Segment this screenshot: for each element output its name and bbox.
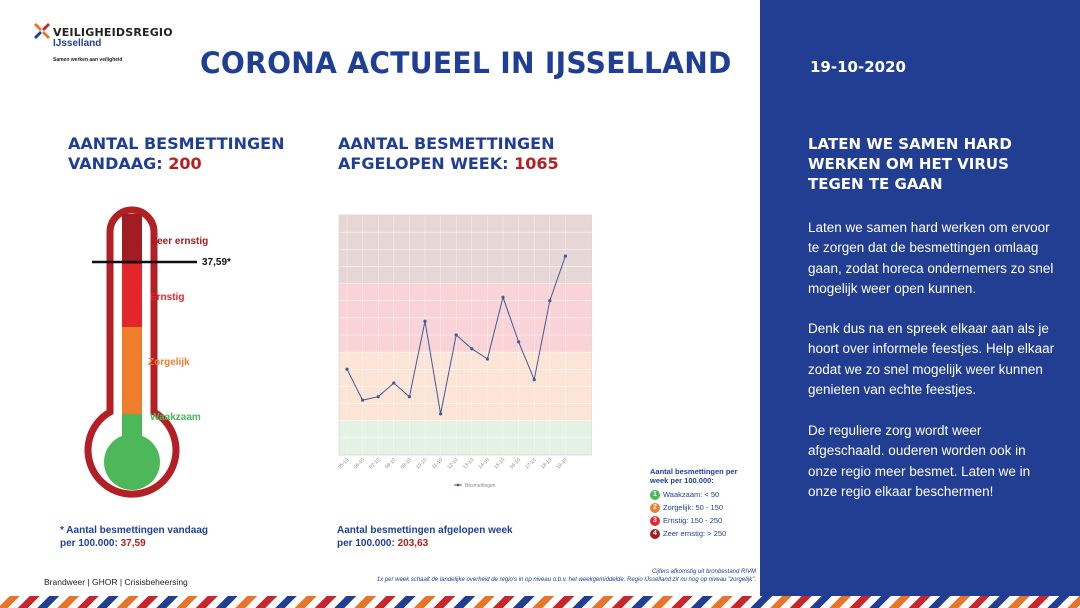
chart-x-tick: 13-10 [462, 457, 475, 470]
today-heading-label: VANDAAG: [68, 154, 169, 173]
page-title: CORONA ACTUEEL IN IJSSELLAND [200, 46, 732, 80]
report-date: 19-10-2020 [810, 58, 906, 76]
thermometer-marker-label: 37,59* [202, 257, 231, 268]
legend-dot-icon: 2 [650, 503, 660, 514]
footnote-today: * Aantal besmettingen vandaag per 100.00… [60, 524, 208, 550]
chart-legend-marker [456, 483, 460, 487]
week-value: 1065 [514, 154, 559, 173]
legend-dot-icon: 1 [650, 490, 660, 501]
level-ernstig: Ernstig [150, 292, 185, 303]
level-zorgelijk: Zorgelijk [148, 357, 190, 368]
legend-item-text: Zorgelijk: 50 - 150 [663, 503, 724, 512]
panel-paragraph: Laten we samen hard werken om ervoor te … [808, 220, 1054, 297]
chart-point [392, 381, 396, 385]
footnote-today-line1: * Aantal besmettingen vandaag [60, 525, 208, 536]
today-heading-line2: VANDAAG: 200 [68, 154, 284, 174]
chart-x-tick: 16-10 [509, 457, 522, 470]
footer-source-line2: 1x per week schaalt de landelijke overhe… [376, 577, 756, 583]
legend-dot-icon: 4 [650, 529, 660, 540]
level-legend: Aantal besmettingen per week per 100.000… [650, 467, 755, 540]
chart-x-tick: 12-10 [446, 457, 459, 470]
footnote-week-line2: per 100.000: 203,63 [337, 537, 513, 550]
today-heading-line1: AANTAL BESMETTINGEN [68, 134, 285, 153]
thermometer-zone-zeer-ernstig [122, 214, 142, 264]
chart-point [439, 412, 443, 416]
chart-x-tick: 19-10 [556, 457, 569, 470]
footer-partners: Brandweer | GHOR | Crisisbeheersing [44, 577, 188, 587]
today-heading: AANTAL BESMETTINGEN VANDAAG: 200 [68, 134, 284, 174]
panel-heading: LATEN WE SAMEN HARD WERKEN OM HET VIRUS … [808, 135, 1012, 193]
chart-point [376, 395, 380, 399]
chart-point [485, 357, 489, 361]
week-heading-line1: AANTAL BESMETTINGEN [338, 134, 555, 153]
panel-paragraph: Denk dus na en spreek elkaar aan als je … [808, 321, 1055, 398]
thermometer-top-cap [122, 214, 142, 226]
level-zeer-ernstig: Zeer ernstig [151, 236, 209, 247]
footer-source-line1: Cijfers afkomstig uit bronbestand RIVM [651, 569, 756, 575]
chart-x-tick: 08-10 [384, 457, 397, 470]
chart-point [532, 377, 536, 382]
chart-point [517, 340, 521, 344]
thermometer-zone-ernstig [122, 264, 142, 327]
legend-item-waakzaam: 1 Waakzaam: < 50 [650, 488, 755, 501]
chart-point [423, 319, 427, 323]
chart-x-tick: 11-10 [431, 457, 444, 470]
chart-point [501, 295, 505, 299]
legend-item-zorgelijk: 2 Zorgelijk: 50 - 150 [650, 501, 755, 514]
today-value: 200 [168, 154, 202, 173]
chart-x-tick: 05-10 [338, 457, 351, 470]
chart-x-tick: 06-10 [353, 457, 366, 470]
panel-paragraph: De reguliere zorg wordt weer afgeschaald… [808, 423, 1031, 500]
legend-item-zeer-ernstig: 4 Zeer ernstig: > 250 [650, 527, 755, 540]
footnote-today-value: 37,59 [120, 538, 146, 549]
chart-point [345, 367, 349, 371]
thermometer-zone-zorgelijk [122, 327, 142, 414]
legend-item-ernstig: 3 Ernstig: 150 - 250 [650, 514, 755, 527]
tagline: Samen werken aan veiligheid [53, 57, 123, 63]
footer-source: Cijfers afkomstig uit bronbestand RIVM 1… [260, 568, 756, 584]
legend-item-text: Ernstig: 150 - 250 [663, 516, 723, 525]
chart-x-tick: 10-10 [415, 457, 428, 470]
chart-legend-label: Besmettingen [465, 483, 496, 489]
footnote-week-value: 203,63 [397, 538, 429, 549]
logo-mark-icon [34, 23, 50, 39]
org-name: VEILIGHEIDSREGIO [53, 26, 173, 39]
legend-item-text: Waakzaam: < 50 [663, 490, 720, 499]
footnote-week-line1: Aantal besmettingen afgelopen week [337, 525, 513, 536]
chart-point [454, 333, 458, 337]
chart-x-tick: 14-10 [478, 457, 491, 470]
legend-dot-icon: 3 [650, 516, 660, 527]
legend-item-text: Zeer ernstig: > 250 [663, 529, 727, 538]
chart-point [563, 254, 567, 258]
week-heading-label: AFGELOPEN WEEK: [338, 154, 515, 173]
logo: VEILIGHEIDSREGIO IJsselland Samen werken… [34, 22, 174, 70]
level-legend-title: Aantal besmettingen per week per 100.000… [650, 467, 738, 485]
chart-x-tick: 09-10 [400, 457, 413, 470]
cases-line-chart: 05-10 06-10 07-10 08-10 09-10 10-10 11-10 12-10… [338, 214, 592, 489]
chart-x-tick: 18-10 [540, 457, 553, 470]
chart-point [407, 395, 411, 399]
chart-point [361, 398, 365, 402]
chart-frame [338, 214, 592, 456]
chart-point [470, 347, 474, 351]
footnote-today-line2: per 100.000: 37,59 [60, 537, 208, 550]
decorative-stripe [0, 596, 1080, 608]
level-waakzaam: Waakzaam [150, 412, 201, 423]
chart-x-tick: 15-10 [493, 457, 506, 470]
region-name: IJsselland [53, 38, 102, 49]
week-heading-line2: AFGELOPEN WEEK: 1065 [338, 154, 559, 174]
footnote-today-label: per 100.000: [60, 538, 121, 549]
chart-point [548, 299, 552, 303]
chart-x-tick: 07-10 [368, 457, 381, 470]
thermometer [84, 206, 197, 498]
footnote-week: Aantal besmettingen afgelopen week per 1… [337, 524, 513, 550]
chart-x-tick: 17-10 [524, 457, 537, 470]
info-panel: 19-10-2020 LATEN WE SAMEN HARD WERKEN OM… [760, 0, 1080, 608]
thermometer-bulb [104, 434, 160, 490]
week-heading: AANTAL BESMETTINGEN AFGELOPEN WEEK: 1065 [338, 134, 559, 174]
footnote-week-label: per 100.000: [337, 538, 398, 549]
